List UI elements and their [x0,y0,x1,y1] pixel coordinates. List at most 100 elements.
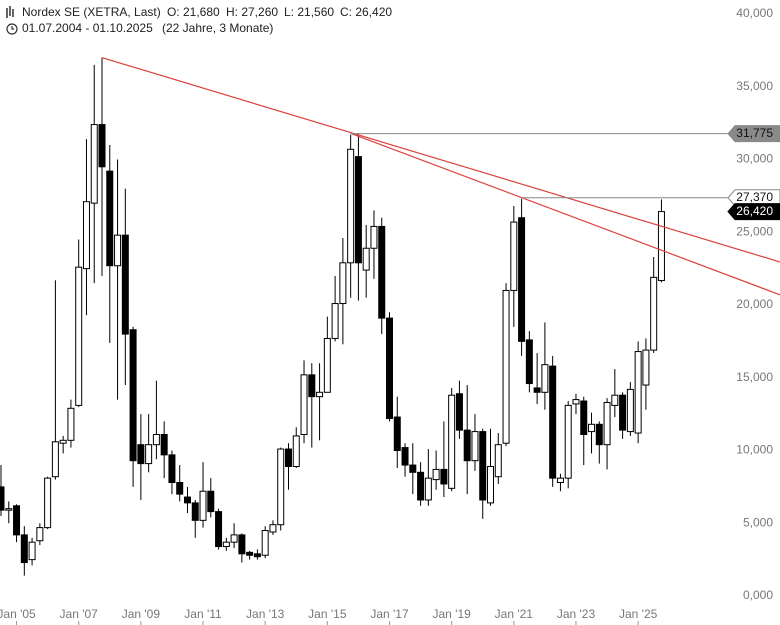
header: Nordex SE (XETRA, Last) O: 21,680 H: 27,… [6,5,392,35]
candle-body [238,534,246,555]
candle-body [222,541,230,548]
clock-icon [6,23,18,35]
chart-icon [6,6,14,18]
candle-body [67,407,75,441]
candle-body [401,447,409,466]
candle-body [409,464,417,473]
candle-body [0,486,5,511]
x-tick-label: Jan '05 [0,607,36,621]
candle-body [650,276,658,351]
x-tick-label: Jan '07 [60,607,99,621]
x-tick-label: Jan '13 [246,607,285,621]
candle-body [440,468,448,485]
trendline [101,57,780,263]
candle-body [137,444,145,465]
candle-body [502,289,510,444]
candle-body [541,364,549,393]
y-tick-label: 0,000 [743,588,773,602]
candle-body [300,374,308,435]
y-tick-label: 40,000 [736,6,773,20]
candle-body [424,477,432,501]
candle-body [36,527,44,542]
candle-body [339,262,347,305]
candle-body [183,496,191,504]
x-tick-label: Jan '21 [495,607,534,621]
candle-body [176,482,184,495]
candle-body [510,221,518,291]
x-tick-label: Jan '15 [308,607,347,621]
candle-body [13,505,21,536]
y-tick-label: 25,000 [736,224,773,238]
clock-hands [11,26,14,30]
candle-body [634,351,642,434]
candle-body [471,431,479,462]
candle-body [230,534,238,543]
candle-body [59,439,67,444]
candle-body [20,534,28,564]
candle-body [152,433,160,446]
open-label: O: 21,680 [167,5,220,19]
candle-body [316,391,324,398]
chart-title: Nordex SE (XETRA, Last) [22,5,161,19]
candle-body [207,490,215,513]
x-tick-label: Jan '19 [432,607,471,621]
candle-body [145,444,153,465]
candle-body [277,448,285,526]
candle-body [642,349,650,386]
candle-body [51,441,59,478]
level-label-box [727,125,780,143]
candle-body [619,394,627,431]
candle-body [199,490,207,521]
candle-body [479,431,487,501]
candle-body [432,468,440,481]
candle-body [308,374,316,398]
candle-body [463,429,471,462]
candle-body [626,388,634,433]
date-range: 01.07.2004 - 01.10.2025 [22,21,153,35]
x-tick-label: Jan '17 [370,607,409,621]
candle-body [106,170,114,267]
candle-body [588,423,596,433]
candle-body [525,339,533,385]
candle-body [487,466,495,504]
candle-body [284,448,292,468]
candle-body [44,477,52,529]
candle-body [323,337,331,393]
candle-body [253,553,261,558]
last-price-label: 26,420 [736,204,773,218]
x-tick-label: Jan '09 [122,607,161,621]
candle-body [455,393,463,431]
candle-body [378,225,386,319]
candle-body [393,416,401,452]
candle-body [417,471,425,501]
candle-body [168,454,176,484]
candle-body [657,211,665,282]
x-tick-label: Jan '25 [619,607,658,621]
level-label: 31,775 [736,126,773,140]
y-tick-label: 30,000 [736,152,773,166]
candle-body [90,124,98,204]
candle-body [556,477,564,484]
y-tick-label: 5,000 [743,515,773,529]
candle-body [370,225,378,249]
candle-body [331,303,339,339]
candle-body [362,247,370,271]
candle-body [191,502,199,521]
level-label: 27,370 [736,190,773,204]
candle-body [448,394,456,489]
candle-body [114,234,122,267]
candle-body [611,394,619,406]
x-tick-label: Jan '11 [184,607,222,621]
candle-body [603,401,611,446]
y-tick-label: 20,000 [736,297,773,311]
y-tick-label: 15,000 [736,370,773,384]
candle-body [580,400,588,435]
candle-body [386,317,393,419]
candle-body [246,551,254,556]
low-label: L: 21,560 [284,5,334,19]
candle-body [564,404,572,479]
candle-body [5,508,13,511]
y-tick-label: 10,000 [736,443,773,457]
x-tick-label: Jan '23 [557,607,596,621]
